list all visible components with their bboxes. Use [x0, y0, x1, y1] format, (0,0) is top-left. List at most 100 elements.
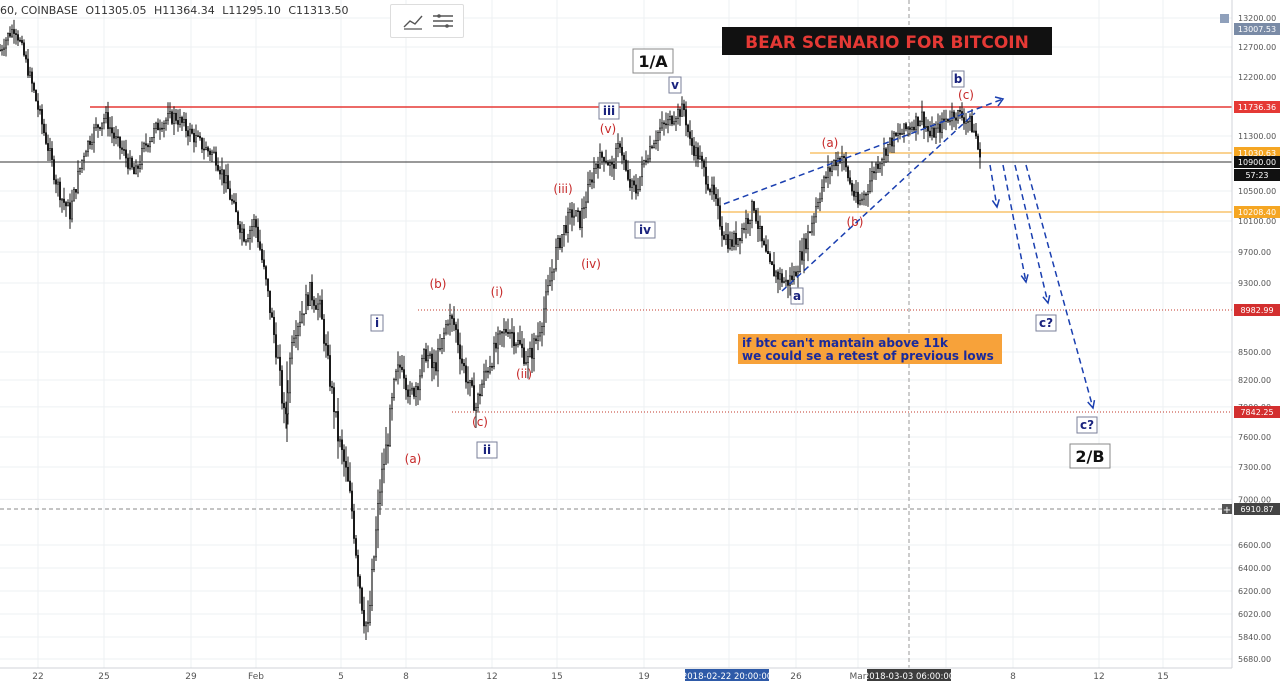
candle — [760, 225, 763, 248]
candle — [215, 146, 218, 172]
price-marker: 57:23 — [1234, 169, 1280, 181]
candle-body — [642, 160, 645, 165]
candle — [512, 326, 515, 355]
candle-body — [666, 119, 669, 126]
wave-label-red: (c) — [958, 88, 974, 102]
candle — [398, 355, 401, 379]
candle — [262, 250, 265, 270]
price-marker: 10900.00 — [1234, 156, 1280, 168]
candle-body — [760, 225, 763, 242]
candle — [286, 380, 289, 425]
candle-body — [157, 122, 160, 131]
candle-body — [686, 124, 689, 133]
candle-body — [322, 318, 325, 344]
candle — [428, 351, 431, 359]
candle — [266, 278, 269, 298]
candle-body — [498, 331, 501, 335]
candle — [300, 301, 303, 324]
candle — [936, 113, 939, 134]
candle — [702, 158, 705, 177]
price-tick-label: 10100.00 — [1238, 217, 1276, 226]
candle — [624, 151, 627, 172]
candle — [692, 136, 695, 161]
candle-body — [20, 40, 23, 44]
candle — [253, 214, 256, 237]
candle — [578, 210, 581, 231]
symbol-label: 60, COINBASE — [0, 4, 78, 17]
candle — [34, 89, 37, 102]
candle — [255, 215, 258, 239]
price-marker-text: 6910.87 — [1240, 505, 1273, 514]
candle — [552, 268, 555, 281]
candle — [792, 265, 795, 285]
time-tick-label: 15 — [1157, 672, 1168, 681]
candle — [534, 335, 537, 345]
candle-body — [0, 49, 1, 52]
candle — [836, 151, 839, 177]
candle — [772, 251, 775, 277]
candle-body — [312, 299, 315, 306]
candle — [338, 436, 341, 448]
candle — [326, 331, 329, 360]
candle — [666, 113, 669, 134]
candle-body — [97, 124, 100, 128]
candle-body — [530, 347, 533, 359]
candle — [402, 355, 405, 390]
candle-body — [145, 143, 148, 146]
candle — [954, 112, 957, 131]
candle-body — [16, 34, 19, 41]
candle — [11, 24, 14, 39]
candle-body — [634, 184, 637, 194]
candle — [209, 148, 212, 162]
candle-body — [302, 313, 305, 316]
major-box — [632, 48, 674, 74]
title-background — [722, 27, 1052, 55]
candle-body — [255, 219, 258, 228]
candle-body — [492, 342, 495, 367]
candle-body — [758, 225, 761, 229]
candle — [334, 411, 337, 418]
candle-body — [334, 411, 337, 413]
candle-body — [670, 116, 673, 125]
candle-body — [792, 271, 795, 280]
candle — [95, 117, 98, 132]
candle-body — [468, 380, 471, 384]
price-tick-label: 12200.00 — [1238, 73, 1276, 82]
candle — [538, 321, 541, 342]
candle-body — [298, 321, 301, 327]
candle-body — [115, 136, 118, 139]
candle-body — [58, 181, 61, 201]
candle-body — [38, 109, 41, 111]
candle — [776, 269, 779, 294]
candle — [756, 207, 759, 243]
candle — [910, 121, 913, 133]
candle-body — [350, 490, 353, 512]
candle — [189, 122, 192, 142]
candle-body — [676, 109, 679, 119]
candle-body — [904, 123, 907, 130]
candle-body — [574, 210, 577, 217]
candle — [928, 121, 931, 138]
candle-body — [800, 251, 803, 261]
candle — [628, 169, 631, 191]
wave-label-boxed: iii — [598, 102, 620, 120]
candle-body — [67, 202, 70, 207]
candle-body — [618, 143, 621, 148]
candle — [768, 251, 771, 265]
candle — [642, 159, 645, 168]
candle-body — [704, 166, 707, 185]
candle-body — [850, 183, 853, 192]
candle-body — [550, 271, 553, 282]
candle — [7, 32, 10, 46]
candle-body — [624, 159, 627, 171]
settings-lines-icon[interactable] — [431, 11, 455, 31]
line-tool-icon[interactable] — [401, 11, 425, 31]
candle-body — [376, 503, 379, 531]
candle — [802, 233, 805, 274]
candle-body — [356, 555, 359, 577]
candle-body — [211, 151, 214, 155]
candle-body — [133, 166, 136, 175]
